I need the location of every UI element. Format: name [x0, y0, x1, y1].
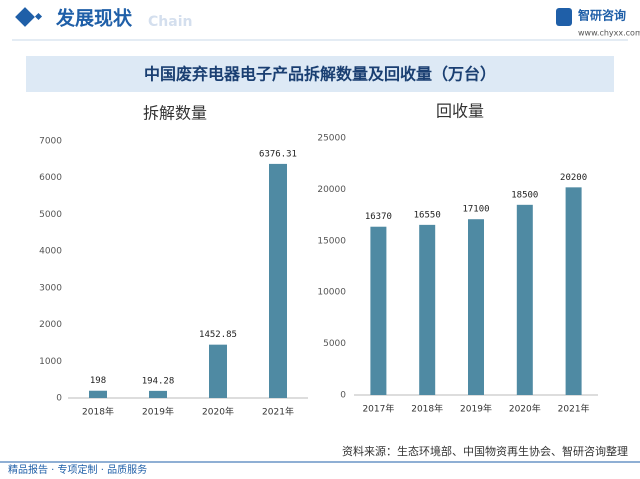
y-tick-label: 10000 [317, 288, 346, 298]
bar [269, 163, 287, 398]
brand-logo [556, 8, 572, 26]
bar [89, 390, 107, 398]
data-label: 1452.85 [199, 330, 237, 340]
banner [26, 56, 614, 92]
bar [149, 390, 167, 398]
x-tick-label: 2017年 [362, 403, 394, 415]
data-label: 198 [90, 376, 106, 386]
header-title: 发展现状 [55, 7, 133, 30]
x-tick-label: 2020年 [202, 406, 234, 418]
data-label: 6376.31 [259, 149, 297, 159]
header-icon-small [34, 12, 43, 21]
x-tick-label: 2021年 [262, 406, 294, 418]
x-tick-label: 2020年 [509, 403, 541, 415]
bar [370, 226, 387, 395]
y-tick-label: 5000 [323, 339, 346, 349]
footer: 精品报告 · 专项定制 · 品质服务 [8, 463, 147, 476]
brand-name: 智研咨询 [577, 8, 626, 23]
y-tick-label: 25000 [317, 134, 346, 144]
bar [565, 187, 582, 395]
data-label: 16370 [365, 212, 392, 222]
y-tick-label: 20000 [317, 185, 346, 195]
bar [419, 224, 436, 395]
x-tick-label: 2019年 [142, 406, 174, 418]
chart-title: 拆解数量 [143, 104, 207, 123]
y-tick-label: 4000 [39, 247, 62, 257]
x-tick-label: 2018年 [82, 406, 114, 418]
x-tick-label: 2019年 [460, 403, 492, 415]
data-label: 194.28 [142, 376, 175, 386]
y-tick-label: 0 [340, 391, 346, 401]
x-tick-label: 2018年 [411, 403, 443, 415]
y-tick-label: 15000 [317, 236, 346, 246]
y-tick-label: 2000 [39, 320, 62, 330]
data-label: 18500 [511, 190, 538, 200]
y-tick-label: 3000 [39, 283, 62, 293]
data-label: 20200 [560, 173, 587, 183]
y-tick-label: 7000 [39, 137, 62, 147]
bar [468, 219, 484, 395]
chart-title: 回收量 [436, 102, 484, 121]
bar [209, 344, 227, 398]
header-icon [15, 7, 35, 27]
brand-url: www.chyxx.com [578, 29, 640, 38]
x-tick-label: 2021年 [558, 403, 590, 415]
y-tick-label: 1000 [39, 357, 62, 367]
y-tick-label: 6000 [39, 173, 62, 183]
bar [516, 204, 533, 395]
banner-title: 中国废弃电器电子产品拆解数量及回收量（万台） [144, 65, 496, 84]
data-label: 17100 [462, 205, 489, 215]
source: 资料来源：生态环境部、中国物资再生协会、智研咨询整理 [342, 444, 628, 458]
data-label: 16550 [414, 210, 441, 220]
y-tick-label: 5000 [39, 210, 62, 220]
y-tick-label: 0 [56, 394, 62, 404]
header-subtitle: Chain [148, 14, 192, 30]
